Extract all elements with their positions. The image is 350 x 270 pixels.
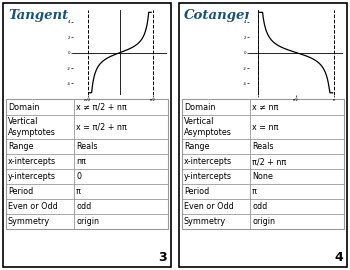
Text: origin: origin (252, 217, 275, 226)
Text: x = nπ: x = nπ (252, 123, 278, 131)
Text: x ≠ π/2 + nπ: x ≠ π/2 + nπ (76, 103, 127, 112)
Text: odd: odd (76, 202, 91, 211)
Text: x-intercepts: x-intercepts (184, 157, 232, 166)
Text: y-intercepts: y-intercepts (8, 172, 56, 181)
Text: Vertical
Asymptotes: Vertical Asymptotes (184, 117, 232, 137)
Text: Even or Odd: Even or Odd (8, 202, 58, 211)
Text: Cotangent: Cotangent (184, 9, 261, 22)
Bar (6, 99, 168, 229)
Text: Tangent: Tangent (8, 9, 68, 22)
Text: Vertical
Asymptotes: Vertical Asymptotes (8, 117, 56, 137)
Text: Even or Odd: Even or Odd (184, 202, 234, 211)
Text: π: π (252, 187, 257, 196)
Text: y-intercepts: y-intercepts (184, 172, 232, 181)
Bar (182, 99, 344, 229)
Text: Domain: Domain (8, 103, 39, 112)
Text: 3: 3 (158, 251, 167, 264)
Text: nπ: nπ (76, 157, 86, 166)
Text: x ≠ nπ: x ≠ nπ (252, 103, 278, 112)
Text: Range: Range (184, 142, 210, 151)
Text: Range: Range (8, 142, 34, 151)
Text: π/2 + nπ: π/2 + nπ (252, 157, 286, 166)
Text: 4: 4 (334, 251, 343, 264)
Text: 0: 0 (76, 172, 81, 181)
Text: π: π (76, 187, 81, 196)
Bar (3, 3, 171, 267)
Bar (179, 3, 347, 267)
Text: Symmetry: Symmetry (8, 217, 50, 226)
Text: origin: origin (76, 217, 99, 226)
Text: Period: Period (184, 187, 209, 196)
Text: Symmetry: Symmetry (184, 217, 226, 226)
Text: None: None (252, 172, 273, 181)
Text: Period: Period (8, 187, 33, 196)
Text: x-intercepts: x-intercepts (8, 157, 56, 166)
Text: x = π/2 + nπ: x = π/2 + nπ (76, 123, 127, 131)
Text: odd: odd (252, 202, 267, 211)
Text: Reals: Reals (76, 142, 98, 151)
Text: Reals: Reals (252, 142, 274, 151)
Text: Domain: Domain (184, 103, 215, 112)
